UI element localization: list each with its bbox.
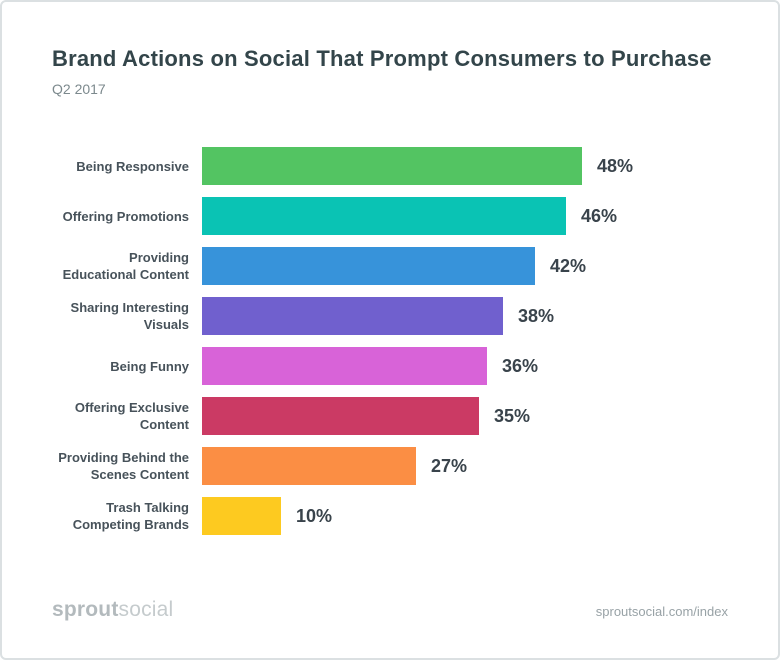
category-label: Offering Exclusive Content — [74, 400, 189, 433]
chart-row: Offering Exclusive Content 35% — [52, 391, 728, 441]
chart-title: Brand Actions on Social That Prompt Cons… — [52, 46, 712, 71]
bar — [202, 297, 503, 336]
chart-row: Sharing Interesting Visuals 38% — [52, 291, 728, 341]
value-label: 42% — [550, 255, 587, 276]
bar — [202, 447, 416, 486]
bar — [202, 247, 535, 286]
bar — [202, 197, 566, 236]
category-label: Sharing Interesting Visuals — [70, 300, 189, 333]
category-label: Being Funny — [110, 358, 189, 374]
category-label: Trash Talking Competing Brands — [72, 500, 189, 533]
bar-track: 38% — [202, 297, 728, 336]
bar — [202, 397, 479, 436]
category-label: Offering Promotions — [62, 208, 189, 224]
value-label: 36% — [502, 355, 539, 376]
chart-row: Providing Behind the Scenes Content 27% — [52, 441, 728, 491]
bar-track: 35% — [202, 397, 728, 436]
bar-chart: Being Responsive 48% Offering Promotions 46… — [2, 141, 778, 541]
chart-row: Trash Talking Competing Brands 10% — [52, 491, 728, 541]
category-label: Providing Behind the Scenes Content — [58, 450, 189, 483]
bar-track: 46% — [202, 197, 728, 236]
value-label: 38% — [518, 305, 555, 326]
chart-row: Offering Promotions 46% — [52, 191, 728, 241]
logo-text-bold: sprout — [52, 598, 119, 621]
category-label: Providing Educational Content — [62, 250, 189, 283]
bar — [202, 497, 281, 536]
bar-track: 36% — [202, 347, 728, 386]
chart-footer: sproutsocial sproutsocial.com/index — [2, 599, 778, 658]
chart-header: Brand Actions on Social That Prompt Cons… — [2, 2, 778, 97]
chart-row: Being Funny 36% — [52, 341, 728, 391]
value-label: 46% — [581, 205, 618, 226]
bar-track: 27% — [202, 447, 728, 486]
value-label: 35% — [494, 405, 531, 426]
bar — [202, 147, 582, 186]
value-label: 48% — [597, 155, 634, 176]
value-label: 10% — [296, 505, 333, 526]
bar-track: 48% — [202, 147, 728, 186]
footer-url: sproutsocial.com/index — [595, 604, 728, 619]
bar-track: 10% — [202, 497, 728, 536]
chart-row: Being Responsive 48% — [52, 141, 728, 191]
bar-track: 42% — [202, 247, 728, 286]
category-label: Being Responsive — [76, 158, 189, 174]
chart-row: Providing Educational Content 42% — [52, 241, 728, 291]
logo-text-light: social — [118, 598, 174, 621]
chart-subtitle: Q2 2017 — [52, 81, 106, 98]
value-label: 27% — [431, 455, 468, 476]
sproutsocial-logo: sproutsocial — [52, 599, 173, 620]
bar — [202, 347, 487, 386]
